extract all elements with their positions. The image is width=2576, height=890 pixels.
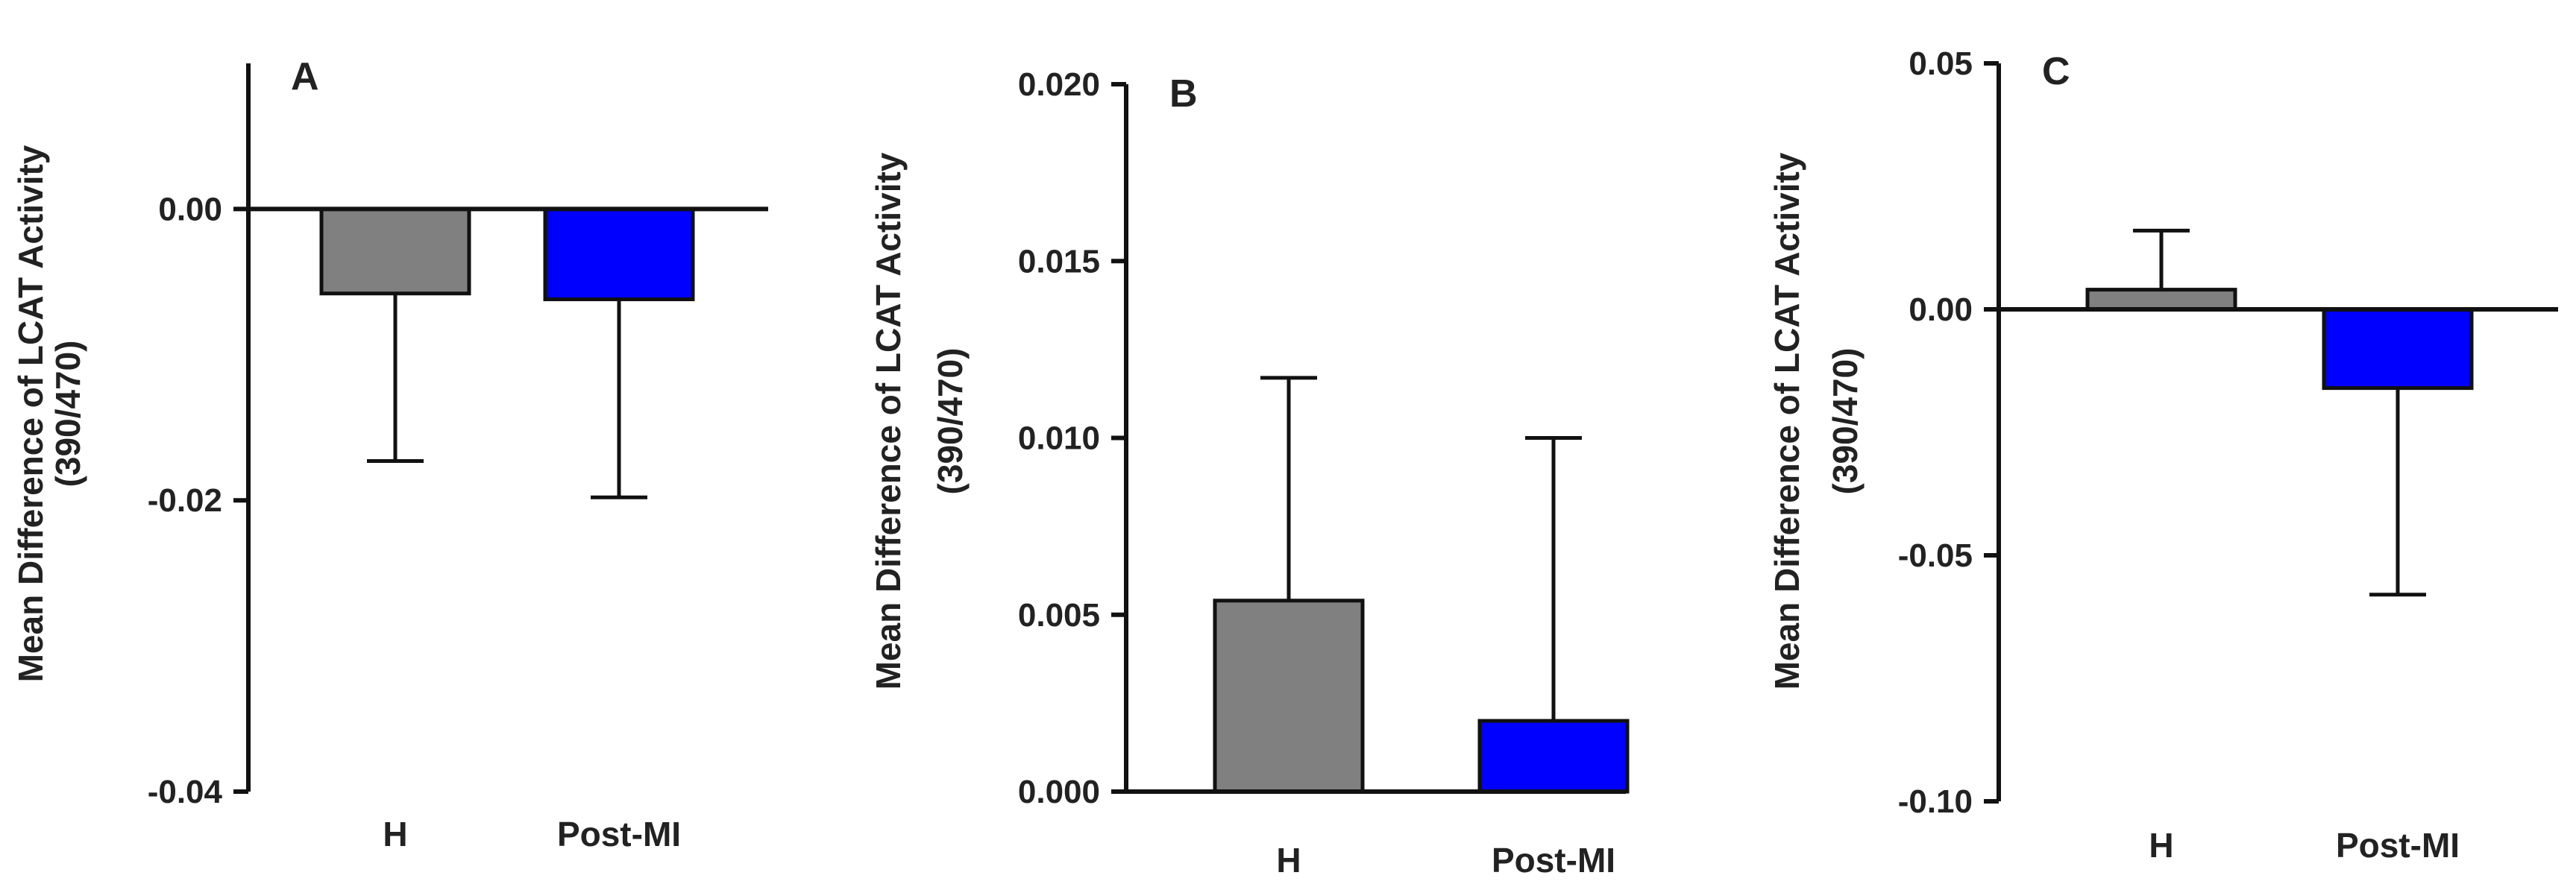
panel-c-bar-post-mi [2322,307,2474,391]
panel-a: Mean Difference of LCAT Activity (390/47… [11,55,768,853]
panel-a-ytick-label: 0.00 [158,191,222,227]
panel-c-label: C [2042,50,2070,93]
panel-b-ylabel-line1: Mean Difference of LCAT Activity [869,152,908,689]
panel-a-ytick-label: -0.04 [148,774,223,810]
panel-a-plot: -0.04 -0.02 0.00 [148,63,768,810]
panel-b-ytick-label: 0.020 [1018,66,1100,103]
panel-c-ytick-label: -0.05 [1898,537,1973,574]
panel-c-ytick-label: 0.00 [1909,291,1973,328]
panel-b-ytick-label: 0.010 [1018,420,1100,457]
panel-c-category-label-h: H [2149,826,2173,865]
panel-b-category-label-h: H [1276,841,1301,880]
panel-b-bar-post-mi [1477,719,1630,794]
panel-b-plot: 0.000 0.005 0.010 0.015 0.020 [1018,66,1630,810]
panel-a-ytick-label: -0.02 [148,482,222,519]
panel-a-bar-post-mi [543,206,695,302]
panel-a-bar-h [319,206,471,296]
panel-c-ylabel-line2: (390/470) [1826,348,1865,495]
panel-a-ylabel-line1: Mean Difference of LCAT Activity [11,145,50,682]
panel-a-label: A [291,55,319,98]
panel-b-ylabel-line2: (390/470) [931,348,970,495]
panel-b: Mean Difference of LCAT Activity (390/47… [869,66,1630,880]
panel-c-ytick-label: -0.10 [1898,783,1973,820]
panel-c-ytick-label: 0.05 [1909,45,1973,82]
panel-b-ytick-label: 0.005 [1018,597,1100,634]
panel-c: Mean Difference of LCAT Activity (390/47… [1768,45,2558,865]
panel-b-ytick-label: 0.000 [1018,774,1100,810]
panel-c-bar-h [2085,288,2237,312]
panel-b-bar-h [1213,599,1365,794]
panel-a-ylabel-line2: (390/470) [48,341,87,487]
panel-a-category-label-post-mi: Post-MI [557,815,681,853]
panel-b-label: B [1169,72,1198,116]
panel-b-ytick-label: 0.015 [1018,243,1100,280]
panel-b-category-label-post-mi: Post-MI [1492,841,1615,880]
panel-c-ylabel-line1: Mean Difference of LCAT Activity [1768,152,1806,689]
panel-a-category-label-h: H [383,815,407,853]
panel-c-plot: -0.10 -0.05 0.00 0.05 [1898,45,2558,820]
panel-c-category-label-post-mi: Post-MI [2336,826,2460,865]
